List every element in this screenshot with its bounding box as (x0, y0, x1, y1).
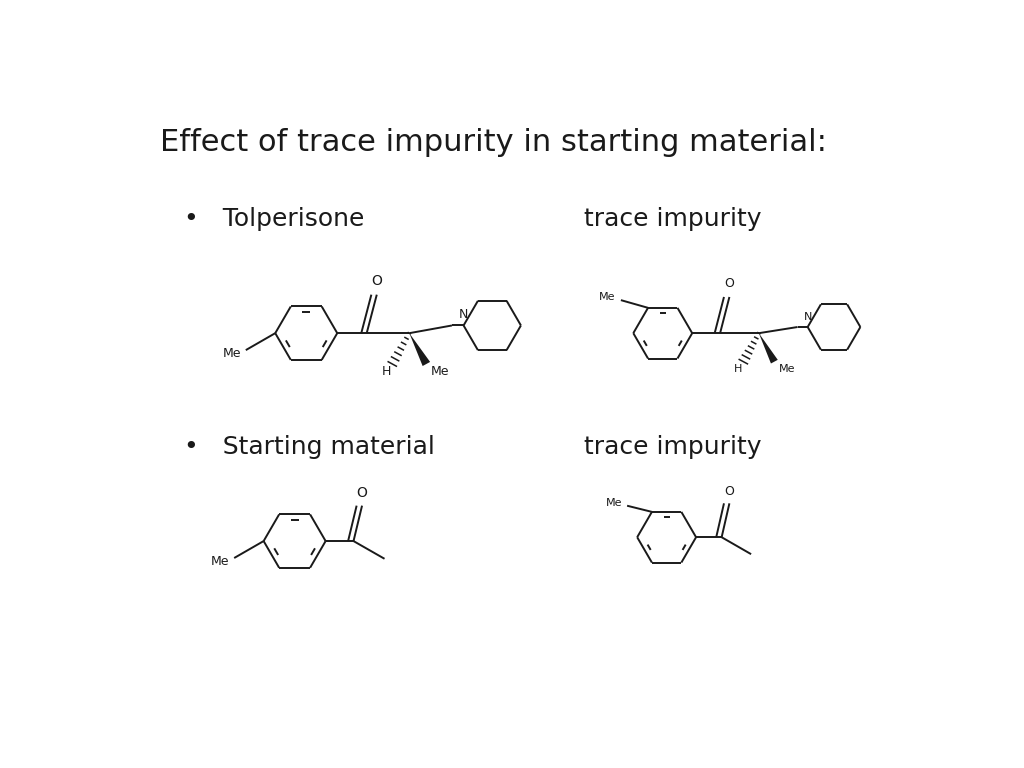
Text: O: O (372, 274, 382, 288)
Polygon shape (410, 333, 430, 366)
Text: O: O (724, 277, 734, 290)
Text: Effect of trace impurity in starting material:: Effect of trace impurity in starting mat… (160, 127, 826, 157)
Text: O: O (356, 485, 368, 499)
Text: Me: Me (605, 498, 623, 508)
Text: Me: Me (779, 363, 796, 373)
Text: Me: Me (211, 555, 229, 568)
Text: H: H (734, 363, 742, 373)
Text: N: N (804, 312, 812, 322)
Text: •   Tolperisone: • Tolperisone (183, 207, 364, 231)
Text: trace impurity: trace impurity (585, 435, 762, 459)
Text: trace impurity: trace impurity (585, 207, 762, 231)
Text: O: O (724, 485, 734, 498)
Text: H: H (381, 365, 391, 378)
Text: Me: Me (222, 346, 241, 359)
Text: •   Starting material: • Starting material (183, 435, 434, 459)
Polygon shape (759, 333, 778, 363)
Text: Me: Me (431, 365, 450, 378)
Text: N: N (459, 308, 468, 321)
Text: Me: Me (599, 292, 615, 302)
